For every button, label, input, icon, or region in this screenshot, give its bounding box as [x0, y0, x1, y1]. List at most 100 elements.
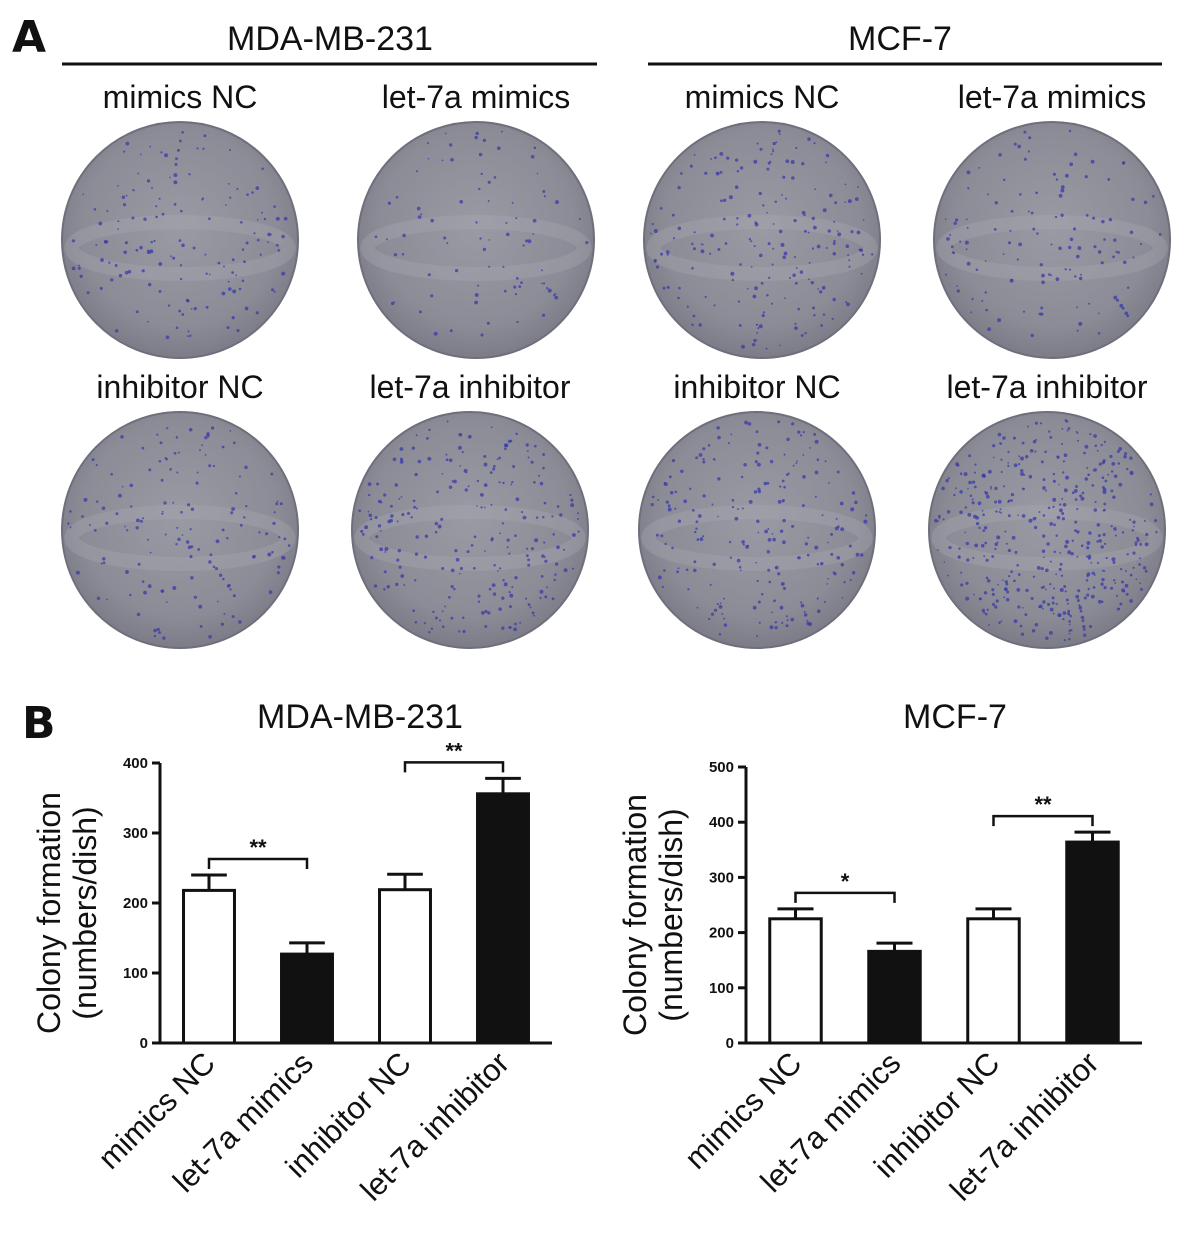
colony-dot	[423, 622, 426, 625]
colony-dot	[661, 585, 664, 589]
colony-dot	[965, 248, 968, 251]
colony-dot	[1155, 531, 1158, 534]
colony-dot	[1065, 539, 1070, 544]
colony-dot	[231, 615, 235, 619]
colony-dot	[197, 548, 201, 551]
colony-dot	[762, 204, 765, 207]
colony-dot	[508, 605, 513, 609]
colony-dot	[467, 434, 472, 439]
colony-dot	[671, 213, 675, 217]
colony-dot	[273, 290, 276, 293]
colony-dot	[1144, 542, 1149, 547]
colony-dot	[1074, 498, 1078, 501]
colony-dot	[543, 541, 546, 544]
colony-dot	[828, 482, 830, 484]
colony-dot	[1100, 545, 1104, 549]
colony-dot	[774, 200, 778, 204]
colony-dot	[218, 573, 223, 577]
colony-dot	[816, 563, 820, 566]
colony-dot	[786, 619, 789, 622]
colony-dot	[1040, 567, 1044, 571]
colony-dot	[172, 586, 177, 590]
colony-dot	[722, 217, 726, 221]
colony-dot	[244, 465, 248, 470]
colony-dot	[1058, 483, 1060, 486]
colony-dot	[1002, 178, 1006, 182]
colony-dot	[1079, 609, 1083, 613]
culture-dish	[643, 121, 881, 359]
colony-dot	[1061, 427, 1064, 430]
colony-dot	[1021, 606, 1024, 609]
colony-dot	[415, 507, 418, 510]
colony-dot	[1131, 197, 1135, 202]
colony-dot	[702, 460, 706, 464]
colony-dot	[1000, 620, 1003, 623]
colony-dot	[792, 273, 796, 277]
colony-dot	[544, 595, 548, 599]
colony-dot	[577, 518, 579, 520]
colony-dot	[427, 142, 430, 145]
colony-dot	[695, 520, 699, 524]
colony-dot	[220, 622, 225, 626]
colony-dot	[782, 586, 787, 590]
colony-dot	[786, 437, 790, 442]
colony-dot	[757, 327, 760, 330]
colony-dot	[994, 605, 998, 609]
colony-dot	[1107, 473, 1110, 476]
colony-dot	[539, 596, 542, 600]
colony-dot	[539, 589, 544, 594]
colony-dot	[799, 270, 804, 274]
colony-dot	[504, 508, 508, 511]
colony-dot	[810, 281, 814, 285]
colony-dot	[1112, 579, 1116, 582]
colony-dot	[418, 310, 422, 314]
colony-dot	[794, 322, 797, 325]
colony-dot	[760, 593, 764, 596]
colony-dot	[826, 583, 829, 585]
colony-dot	[401, 512, 405, 517]
colony-dot	[208, 560, 212, 564]
colony-dot	[241, 279, 245, 282]
colony-dot	[796, 460, 798, 462]
colony-dot	[1075, 485, 1078, 488]
colony-dot	[487, 180, 491, 184]
colony-dot	[177, 537, 181, 542]
colony-dot	[755, 430, 759, 434]
colony-dot	[543, 195, 547, 198]
colony-dot	[674, 507, 677, 510]
colony-dot	[702, 494, 706, 498]
colony-dot	[415, 535, 419, 539]
colony-dot	[1101, 569, 1104, 572]
colony-dot	[655, 533, 659, 537]
colony-dot	[414, 472, 418, 477]
colony-dot	[542, 453, 546, 456]
colony-dot	[489, 471, 493, 475]
colony-dot	[846, 302, 850, 307]
colony-dot	[752, 343, 756, 347]
colony-dot	[1010, 492, 1015, 497]
colony-dot	[788, 277, 791, 280]
colony-dot	[855, 552, 860, 557]
colony-dot	[1052, 505, 1055, 509]
colony-dot	[135, 310, 139, 314]
colony-dot	[996, 535, 1001, 540]
colony-dot	[193, 306, 197, 311]
colony-dot	[671, 546, 674, 550]
colony-dot	[1074, 275, 1077, 278]
colony-dot	[695, 456, 699, 460]
colony-dot	[492, 592, 497, 596]
colony-dot	[542, 466, 545, 470]
colony-dot	[985, 308, 988, 312]
colony-dot	[507, 439, 512, 444]
colony-dot	[992, 602, 996, 607]
colony-dot	[1131, 529, 1135, 532]
colony-dot	[813, 313, 816, 317]
colony-dot	[763, 481, 768, 486]
colony-dot	[985, 576, 989, 580]
colony-dot	[95, 500, 99, 503]
colony-dot	[176, 526, 179, 529]
colony-dot	[1118, 447, 1123, 451]
colony-dot	[1034, 517, 1037, 519]
